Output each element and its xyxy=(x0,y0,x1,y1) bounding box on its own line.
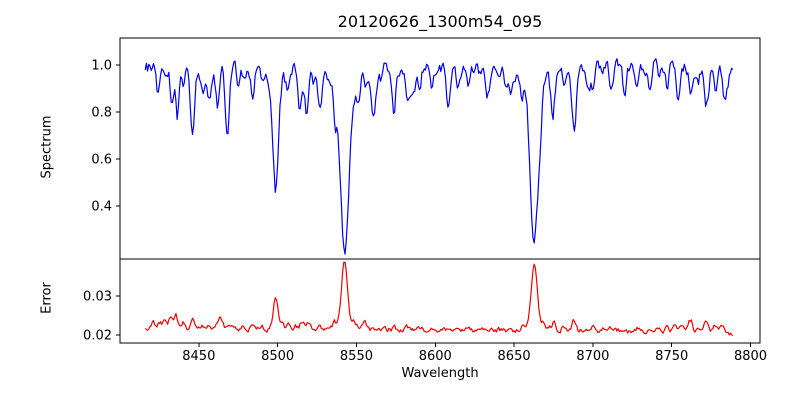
x-tick-label: 8550 xyxy=(340,349,373,364)
chart-title: 20120626_1300m54_095 xyxy=(337,12,543,31)
wavelength-x-axis-label: Wavelength xyxy=(401,366,479,381)
error-y-axis-label: Error xyxy=(39,282,55,314)
error-y-tick-label: 0.02 xyxy=(83,329,112,344)
spectrum-y-tick-label: 0.6 xyxy=(91,153,112,168)
spectrum-y-tick-label: 0.4 xyxy=(91,200,112,215)
x-tick-label: 8600 xyxy=(419,349,452,364)
x-tick-label: 8500 xyxy=(261,349,294,364)
error-y-tick-label: 0.03 xyxy=(83,290,112,305)
x-tick-label: 8700 xyxy=(576,349,609,364)
spectrum-line xyxy=(144,58,734,255)
spectrum-y-tick-label: 1.0 xyxy=(91,59,112,74)
x-tick-label: 8800 xyxy=(734,349,767,364)
x-tick-label: 8750 xyxy=(655,349,688,364)
error-panel-border xyxy=(119,258,761,344)
spectrum-y-tick-label: 0.8 xyxy=(91,106,112,121)
spectrum-panel-border xyxy=(119,37,761,260)
error-line xyxy=(144,261,734,337)
spectrum-y-axis-label: Spectrum xyxy=(39,115,55,179)
x-tick-label: 8650 xyxy=(498,349,531,364)
x-tick-label: 8450 xyxy=(182,349,215,364)
